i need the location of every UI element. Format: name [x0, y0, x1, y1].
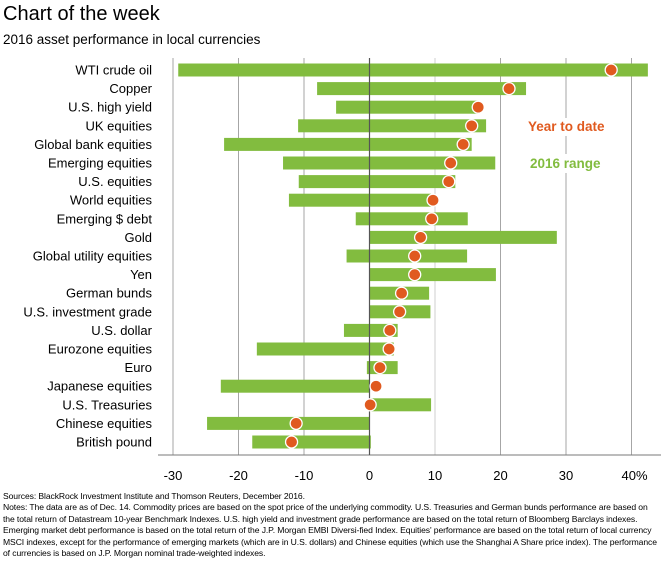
chart-title: Chart of the week — [3, 3, 160, 25]
range-bar — [288, 193, 432, 207]
x-tick-label: 20 — [493, 468, 507, 483]
category-label: Eurozone equities — [48, 342, 153, 357]
range-bar — [220, 379, 370, 393]
category-label: Emerging equities — [48, 156, 153, 171]
category-labels: WTI crude oil Copper U.S. high yield UK equ… — [23, 63, 152, 450]
category-label: Japanese equities — [47, 379, 152, 394]
range-bar — [283, 156, 496, 170]
legend-year-to-date: Year to date — [528, 119, 605, 134]
category-label: U.S. Treasuries — [62, 397, 152, 412]
ytd-marker — [289, 416, 303, 431]
category-label: Chinese equities — [56, 416, 153, 431]
x-tick-label: 0 — [366, 468, 373, 483]
ytd-marker — [442, 174, 456, 189]
x-tick-label: -30 — [164, 468, 183, 483]
range-bar — [256, 342, 394, 356]
category-label: Gold — [125, 230, 152, 245]
x-tick-label: -10 — [295, 468, 314, 483]
notes-text: Notes: The data are as of Dec. 14. Commo… — [3, 502, 657, 559]
legend-2016-range: 2016 range — [530, 156, 601, 171]
category-label: World equities — [70, 193, 153, 208]
category-label: UK equities — [86, 118, 153, 133]
range-bar — [369, 230, 557, 244]
ytd-marker — [502, 81, 516, 96]
ytd-markers — [284, 63, 618, 449]
range-bar — [298, 175, 456, 189]
range-bar — [252, 435, 371, 449]
range-bar — [346, 249, 468, 263]
category-label: British pound — [76, 435, 152, 450]
legend-mask — [563, 154, 569, 173]
ytd-marker — [456, 137, 470, 152]
ytd-marker — [392, 305, 407, 319]
category-label: WTI crude oil — [75, 63, 152, 78]
range-bar — [355, 212, 468, 226]
ytd-marker — [426, 193, 440, 207]
range-bar — [224, 137, 472, 151]
ytd-marker — [373, 360, 387, 375]
ytd-marker — [363, 398, 377, 412]
ytd-marker — [444, 156, 458, 170]
ytd-marker — [408, 267, 422, 282]
x-tick-label: -20 — [229, 468, 248, 483]
ytd-marker — [394, 286, 409, 300]
ytd-marker — [369, 379, 383, 393]
ytd-marker — [604, 63, 618, 77]
category-label: Yen — [130, 267, 152, 282]
ytd-marker — [425, 212, 439, 226]
range-bar — [369, 398, 432, 412]
category-label: German bunds — [66, 286, 152, 301]
legend: Year to date 2016 range — [528, 118, 605, 173]
ytd-marker — [413, 230, 428, 245]
chart-subtitle: 2016 asset performance in local currenci… — [3, 32, 261, 47]
x-tick-labels: -30 -20 -10 0 10 20 30 40% — [164, 468, 648, 483]
chart-footer: Sources: BlackRock Investment Institute … — [3, 491, 659, 559]
x-tick-label: 40% — [621, 468, 647, 483]
category-label: U.S. dollar — [91, 323, 152, 338]
range-bar — [298, 119, 487, 133]
range-bar — [207, 416, 370, 430]
range-bar — [178, 63, 648, 77]
range-bar — [317, 82, 527, 96]
category-label: U.S. high yield — [68, 100, 152, 115]
x-tick-label: 10 — [428, 468, 442, 483]
category-label: Global bank equities — [34, 137, 152, 152]
ytd-marker — [471, 100, 485, 114]
ytd-marker — [383, 323, 397, 338]
range-bar — [336, 100, 479, 114]
category-label: Global utility equities — [33, 249, 153, 264]
ytd-marker — [382, 342, 396, 356]
category-label: U.S. investment grade — [23, 304, 152, 319]
sources-note: Sources: BlackRock Investment Institute … — [3, 491, 305, 501]
category-label: Emerging $ debt — [57, 211, 153, 226]
ytd-marker — [408, 249, 422, 263]
category-label: U.S. equities — [78, 174, 152, 189]
ytd-marker — [284, 435, 299, 449]
x-tick-label: 30 — [559, 468, 573, 483]
category-label: Copper — [109, 81, 152, 96]
ytd-marker — [465, 119, 479, 133]
range-chart: WTI crude oil Copper U.S. high yield UK equ… — [23, 58, 661, 483]
range-bar — [369, 268, 496, 282]
category-label: Euro — [125, 360, 152, 375]
legend-mask — [563, 118, 569, 136]
